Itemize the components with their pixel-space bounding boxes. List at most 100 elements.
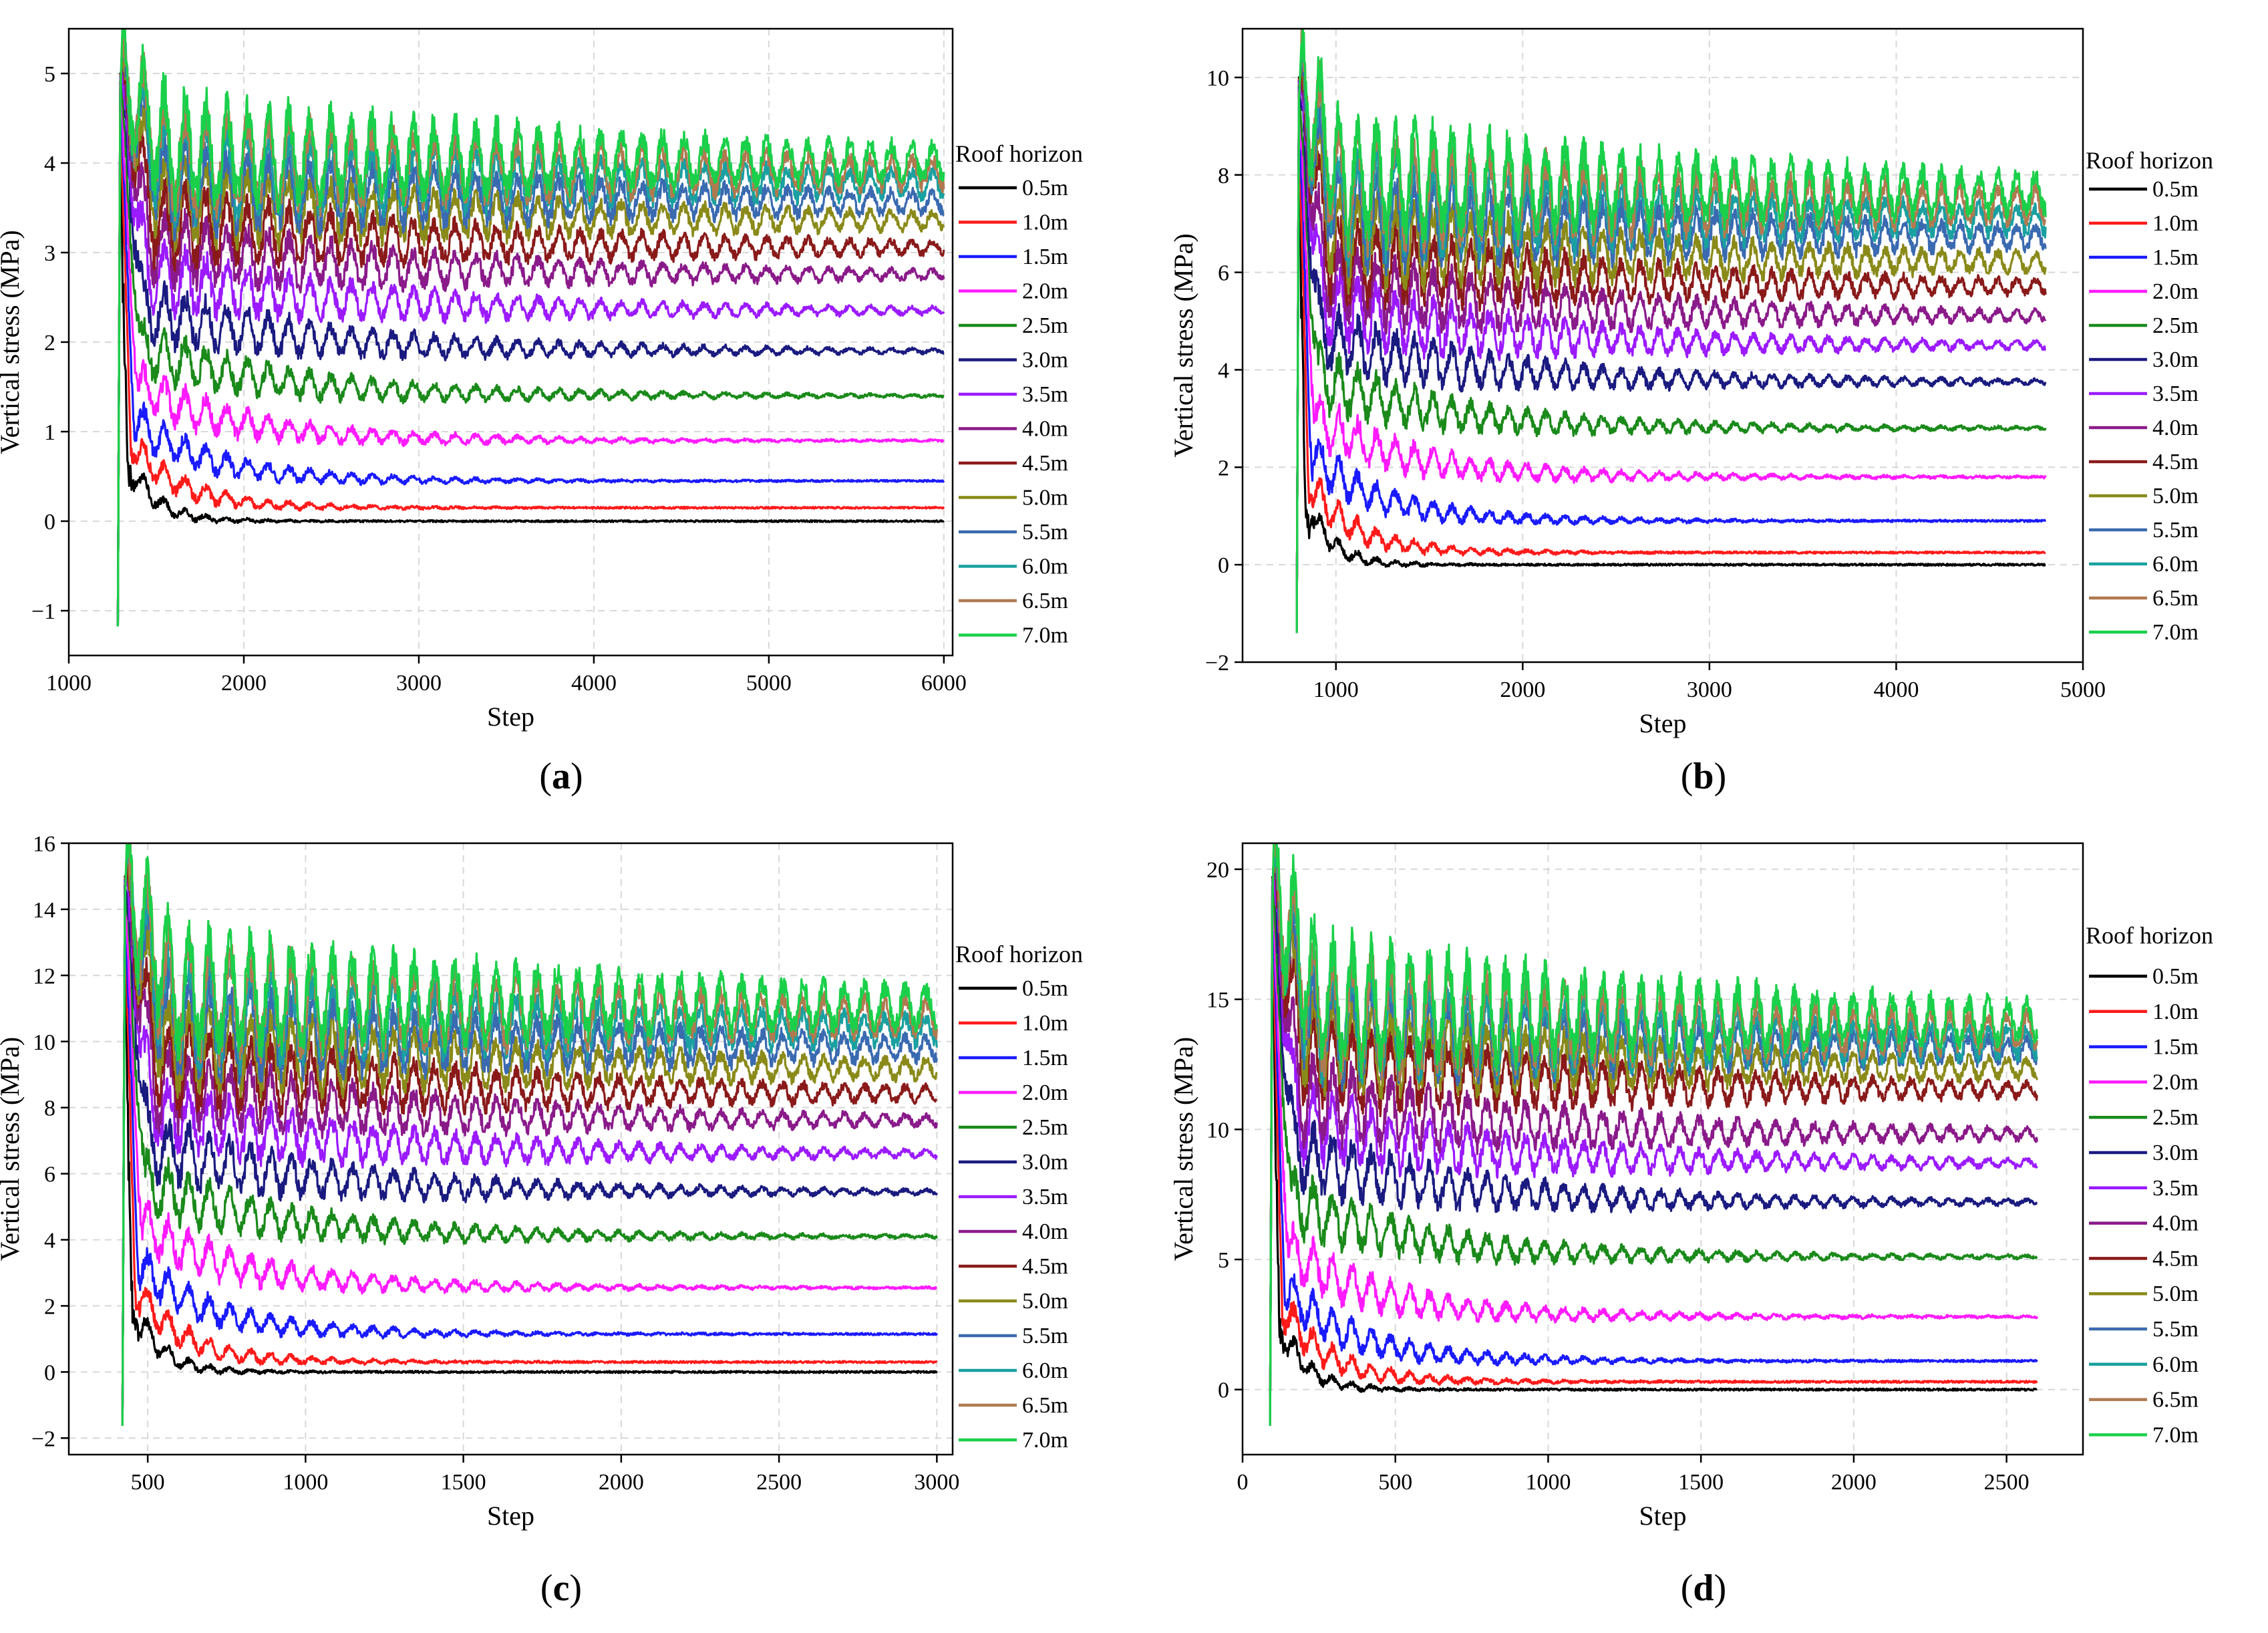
legend-entry-1.0m: 1.0m: [1022, 1011, 1068, 1036]
y-tick-label: 8: [44, 1096, 55, 1121]
legend-title: Roof horizon: [2086, 922, 2213, 949]
legend: Roof horizon 0.5m 1.0m 1.5m 2.0m 2.5m 3.0m 3.5m…: [955, 140, 1083, 648]
y-tick-label: 3: [44, 241, 55, 266]
x-tick-label: 1000: [1525, 1470, 1571, 1495]
y-tick-label: 10: [1206, 1118, 1229, 1143]
x-tick-label: 3000: [396, 671, 442, 696]
x-tick-label: 2500: [1984, 1470, 2030, 1495]
x-tick-label: 2000: [1831, 1470, 1877, 1495]
legend-entry-7.0m: 7.0m: [1022, 1428, 1068, 1453]
y-tick-label: 0: [44, 1360, 55, 1385]
legend-entry-4.5m: 4.5m: [1022, 1254, 1068, 1279]
y-tick-label: 10: [33, 1030, 55, 1055]
series-line-7.0m: [1295, 29, 2047, 633]
y-tick-label: 2: [44, 1294, 55, 1319]
series-line-3.5m: [116, 69, 945, 627]
series-line-1.5m: [121, 879, 938, 1426]
y-tick-label: 4: [44, 152, 55, 176]
legend-entry-7.0m: 7.0m: [2152, 1423, 2199, 1447]
series-line-1.5m: [1269, 880, 2038, 1426]
legend-title: Roof horizon: [2086, 147, 2213, 174]
series-line-1.5m: [1295, 80, 2047, 633]
legend-entry-3.0m: 3.0m: [2152, 347, 2199, 372]
y-tick-label: 0: [44, 510, 55, 535]
series-line-6.5m: [1269, 843, 2038, 1426]
series-line-2.5m: [1295, 84, 2047, 633]
legend-entry-7.0m: 7.0m: [1022, 623, 1068, 648]
legend-entry-2.5m: 2.5m: [1022, 313, 1068, 338]
legend-entry-6.5m: 6.5m: [2152, 1388, 2199, 1413]
series-line-4.5m: [1295, 62, 2047, 633]
series-line-6.5m: [116, 29, 945, 627]
x-tick-label: 1500: [441, 1470, 486, 1495]
legend-entry-4.5m: 4.5m: [2152, 1246, 2199, 1271]
x-tick-label: 1000: [1313, 678, 1359, 702]
legend-entry-6.0m: 6.0m: [2152, 552, 2199, 577]
legend-entry-5.5m: 5.5m: [1022, 520, 1068, 545]
legend-entry-2.5m: 2.5m: [2152, 313, 2199, 338]
legend-entry-0.5m: 0.5m: [2152, 177, 2199, 202]
series-line-0.5m: [1295, 76, 2046, 633]
series-group: [116, 29, 945, 627]
legend-entry-1.5m: 1.5m: [1022, 245, 1068, 269]
series-line-0.5m: [116, 72, 945, 627]
legend-entry-3.0m: 3.0m: [1022, 348, 1068, 373]
legend-entry-3.0m: 3.0m: [1022, 1150, 1068, 1175]
y-tick-label: 6: [1218, 261, 1229, 286]
x-tick-label: 4000: [571, 671, 617, 696]
series-line-3.0m: [1295, 86, 2047, 633]
legend-entry-5.5m: 5.5m: [2152, 1317, 2199, 1342]
panel-caption: (b): [1681, 756, 1726, 797]
legend-entry-5.5m: 5.5m: [2152, 518, 2199, 543]
legend-entry-4.5m: 4.5m: [1022, 451, 1068, 476]
y-axis-title: Vertical stress (MPa): [1168, 1037, 1198, 1261]
legend-entry-5.0m: 5.0m: [2152, 484, 2199, 508]
y-tick-label: 14: [33, 898, 55, 923]
y-tick-label: 5: [44, 62, 55, 87]
legend-entry-3.5m: 3.5m: [1022, 1185, 1068, 1209]
legend-entry-0.5m: 0.5m: [1022, 176, 1068, 200]
legend-entry-4.0m: 4.0m: [1022, 1219, 1068, 1244]
chart-panel-c: 500 1000 1500 2000 2500 3000 −2 0 2 4 6 8 10 12 14 16 St…: [0, 832, 1083, 1609]
legend: Roof horizon 0.5m 1.0m 1.5m 2.0m 2.5m 3.0m 3.5m…: [955, 941, 1083, 1453]
legend-entry-3.5m: 3.5m: [2152, 382, 2199, 406]
series-line-5.0m: [1269, 843, 2038, 1426]
legend: Roof horizon 0.5m 1.0m 1.5m 2.0m 2.5m 3.0m 3.5m…: [2086, 922, 2213, 1447]
x-tick-label: 3000: [1687, 678, 1732, 702]
x-tick-label: 2500: [756, 1470, 802, 1495]
series-line-1.0m: [116, 74, 945, 627]
x-axis-title: Step: [1639, 1501, 1686, 1531]
legend-entry-5.0m: 5.0m: [2152, 1282, 2199, 1306]
legend-title: Roof horizon: [955, 941, 1083, 968]
series-line-5.0m: [1295, 39, 2047, 633]
series-line-2.0m: [1269, 882, 2038, 1426]
y-axis-title: Vertical stress (MPa): [1168, 233, 1198, 457]
x-tick-label: 0: [1237, 1470, 1249, 1495]
panel-caption: (a): [539, 756, 583, 797]
panel-caption: (d): [1681, 1568, 1726, 1609]
series-line-4.0m: [1295, 78, 2047, 633]
series-line-7.0m: [1269, 843, 2038, 1426]
x-tick-label: 500: [131, 1470, 165, 1495]
x-tick-label: 2000: [1500, 678, 1545, 702]
series-line-2.0m: [121, 881, 938, 1426]
legend-title: Roof horizon: [955, 140, 1083, 167]
legend-entry-4.0m: 4.0m: [2152, 416, 2199, 440]
y-tick-label: 2: [44, 331, 55, 355]
y-tick-label: 4: [1218, 358, 1229, 383]
legend-entry-3.0m: 3.0m: [2152, 1141, 2199, 1165]
legend-entry-3.5m: 3.5m: [2152, 1176, 2199, 1201]
legend-entry-0.5m: 0.5m: [1022, 976, 1068, 1001]
series-line-2.5m: [121, 883, 938, 1426]
series-line-3.0m: [121, 885, 938, 1426]
series-line-6.0m: [116, 29, 945, 627]
series-line-3.0m: [1269, 884, 2038, 1426]
legend-entry-1.0m: 1.0m: [2152, 1000, 2199, 1024]
y-tick-label: 8: [1218, 164, 1229, 188]
series-group: [1295, 29, 2047, 633]
plot-frame: [67, 842, 954, 1456]
y-tick-label: 15: [1206, 988, 1229, 1013]
legend-entry-5.5m: 5.5m: [1022, 1324, 1068, 1348]
legend-entry-1.5m: 1.5m: [1022, 1046, 1068, 1070]
